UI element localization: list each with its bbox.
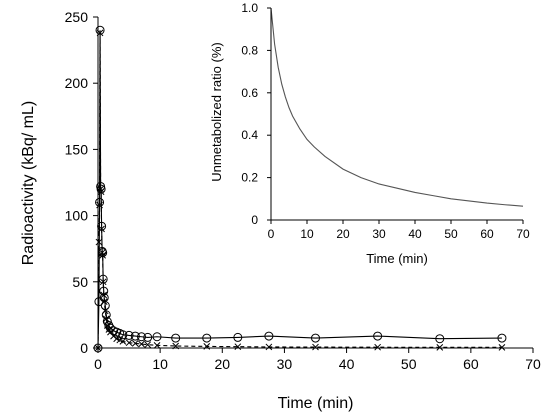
- main-series-1-point: [97, 185, 104, 193]
- main-y-tick-label: 250: [65, 9, 89, 25]
- inset-x-tick-label: 20: [336, 227, 350, 241]
- main-plot-area: [93, 25, 507, 353]
- main-y-axis-title: Radioactivity (kBq/ mL): [20, 101, 37, 266]
- main-series-1-point: [374, 343, 381, 351]
- main-series-0-point: [264, 331, 274, 341]
- inset-x-axis-title: Time (min): [366, 251, 428, 266]
- main-x-tick-label: 50: [401, 356, 417, 372]
- main-series-0-point: [171, 333, 181, 343]
- main-series-1-point: [131, 340, 139, 347]
- inset-x-tick-label: 60: [480, 227, 494, 241]
- inset-y-axis-title: Unmetabolized ratio (%): [209, 42, 224, 181]
- inset-x-tick-label: 40: [408, 227, 422, 241]
- main-y-tick-label: 150: [65, 141, 89, 157]
- main-series-0-point: [373, 331, 383, 341]
- main-series-0-point: [497, 333, 507, 343]
- main-series-0-line: [97, 30, 502, 349]
- inset-x-tick-label: 10: [300, 227, 314, 241]
- main-y-tick-label: 100: [65, 208, 89, 224]
- inset-y-tick-label: 0: [251, 213, 258, 227]
- main-series-1-point: [312, 343, 319, 351]
- inset-y-tick-label: 0.2: [241, 171, 258, 185]
- inset-axes: 0 10 20 30 40 50 60 70 0 0.2 0.4 0.6 0.8 1.0: [241, 1, 530, 241]
- main-series-1-point: [103, 322, 111, 329]
- main-series-1-point: [102, 315, 110, 323]
- main-x-tick-label: 60: [463, 356, 479, 372]
- main-series-1-point: [98, 225, 105, 233]
- main-series-0-point: [435, 334, 445, 344]
- main-series-0-point: [124, 330, 134, 340]
- main-series-1-point: [125, 339, 133, 347]
- main-series-1-point: [97, 188, 105, 196]
- main-series-1-point: [99, 251, 107, 259]
- inset-y-tick-label: 0.4: [241, 128, 258, 142]
- main-series-0-point: [100, 301, 110, 311]
- main-x-tick-label: 0: [94, 356, 102, 372]
- main-x-tick-label: 70: [525, 356, 541, 372]
- main-series-0-point: [118, 330, 128, 340]
- main-series-1-point: [153, 341, 161, 349]
- main-series-1-point: [100, 291, 108, 299]
- main-series-1-point: [98, 249, 106, 257]
- main-series-1-point: [234, 343, 242, 351]
- main-series-1-point: [95, 238, 103, 246]
- inset-x-tick-label: 30: [372, 227, 386, 241]
- main-series-1-point: [436, 343, 444, 351]
- main-series-0-point: [311, 333, 320, 343]
- main-x-tick-label: 10: [152, 356, 168, 372]
- main-series-1-point: [100, 298, 108, 306]
- main-x-tick-label: 20: [214, 356, 230, 372]
- main-series-0-point: [130, 331, 140, 341]
- inset-y-tick-label: 0.8: [241, 43, 258, 57]
- main-series-1-point: [107, 328, 114, 336]
- main-series-1-point: [138, 340, 145, 348]
- inset-y-tick-label: 1.0: [241, 1, 258, 15]
- inset-chart: 0 10 20 30 40 50 60 70 0 0.2 0.4 0.6 0.8 1.0 Time (mi…: [209, 1, 530, 266]
- main-x-axis-title: Time (min): [278, 395, 354, 412]
- inset-x-tick-label: 70: [516, 227, 530, 241]
- main-series-0-point: [233, 332, 243, 342]
- main-series-1-point: [99, 278, 107, 286]
- inset-series-0-line: [270, 7, 524, 207]
- inset-y-tick-label: 0.6: [241, 86, 258, 100]
- main-series-0-point: [98, 274, 108, 284]
- main-series-0-point: [152, 332, 162, 342]
- main-y-tick-label: 50: [72, 274, 88, 290]
- main-series-0-point: [202, 333, 212, 343]
- inset-x-tick-label: 0: [268, 227, 275, 241]
- main-series-1-point: [498, 343, 506, 351]
- main-series-0-point: [143, 332, 153, 342]
- main-series-1-point: [265, 343, 273, 351]
- main-series-1-point: [119, 338, 127, 345]
- inset-plot-area: [270, 7, 524, 207]
- main-x-tick-label: 40: [339, 356, 355, 372]
- main-series-0-point: [137, 332, 146, 342]
- main-y-tick-label: 0: [80, 340, 88, 356]
- main-x-tick-label: 30: [277, 356, 293, 372]
- main-series-1-point: [101, 307, 109, 315]
- main-series-1-point: [144, 341, 152, 349]
- inset-x-tick-label: 50: [444, 227, 458, 241]
- main-series-1-line: [97, 32, 502, 349]
- main-y-tick-label: 200: [65, 75, 89, 91]
- main-series-0-point: [96, 184, 106, 194]
